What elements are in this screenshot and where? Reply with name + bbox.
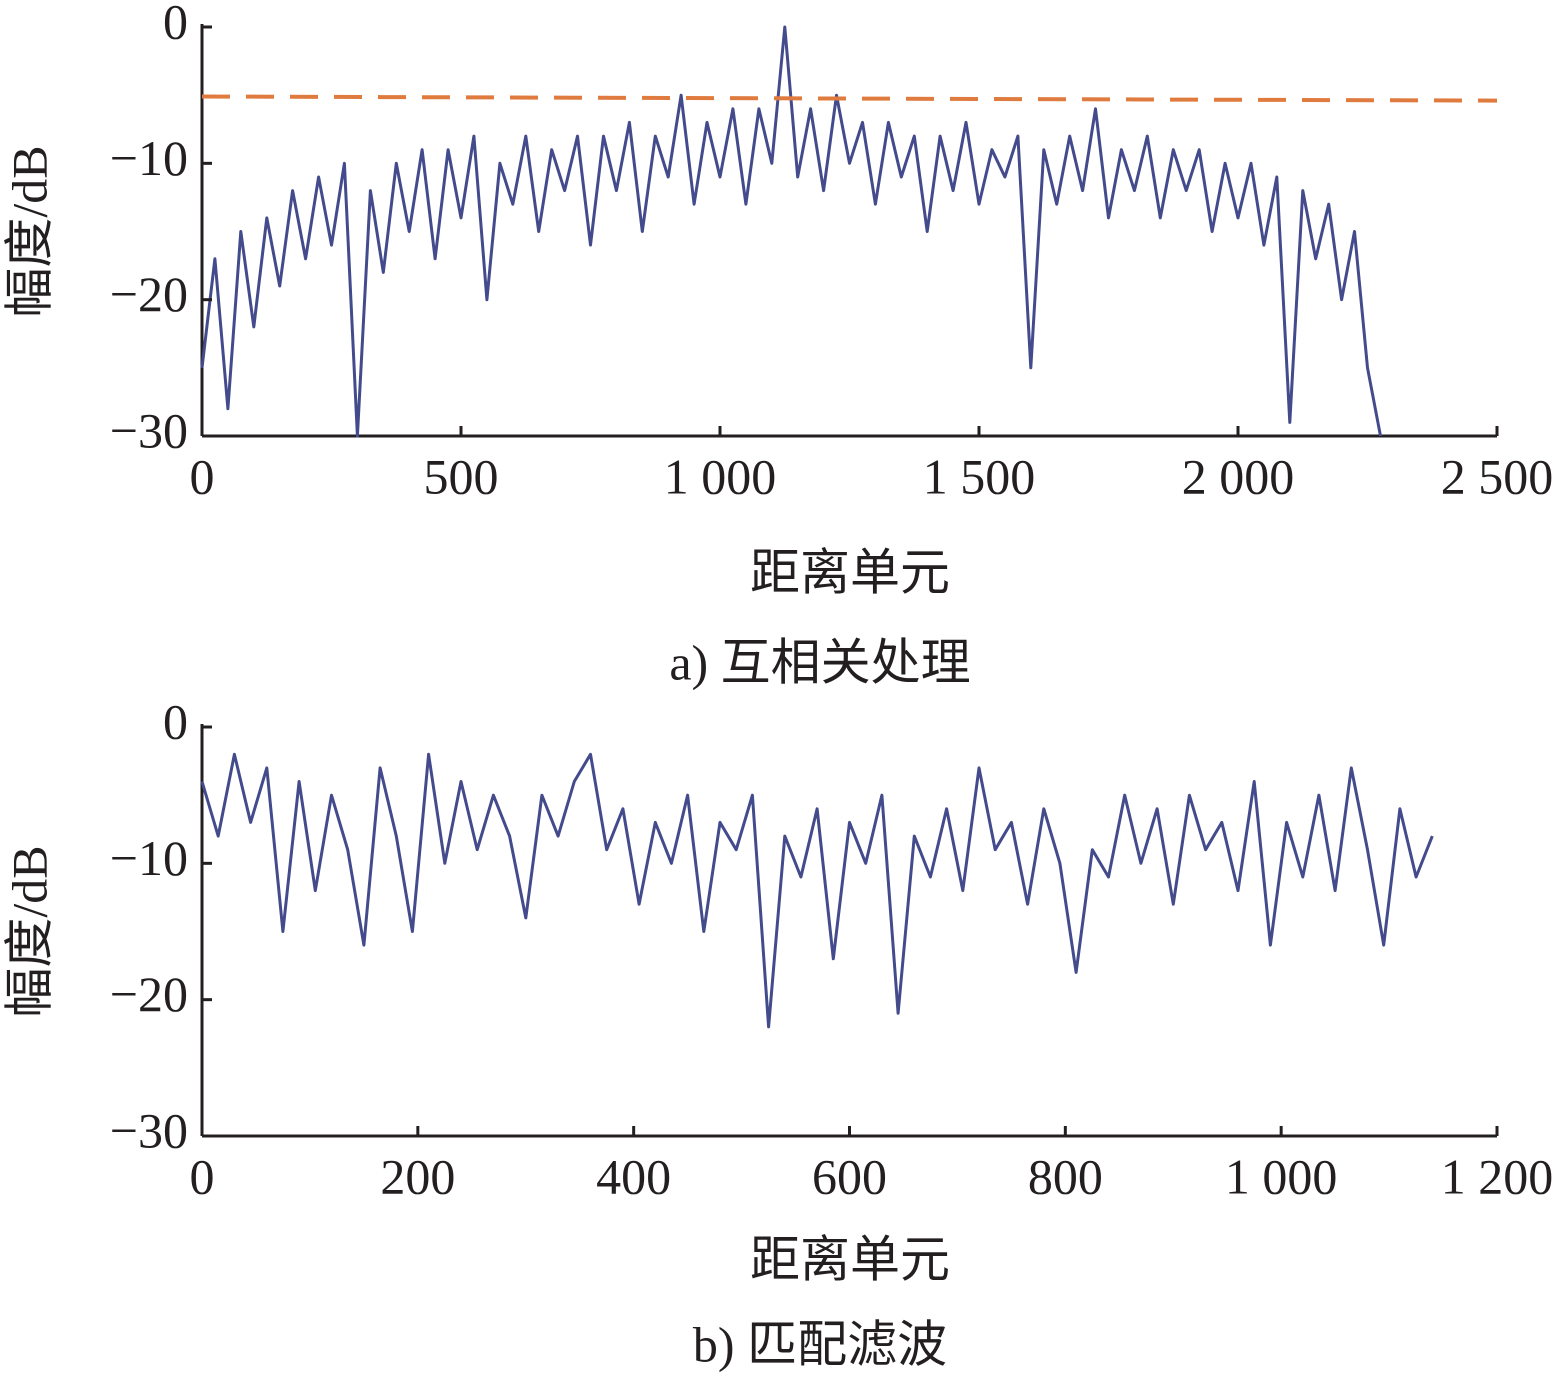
x-tick-label: 2 500 — [1441, 448, 1554, 504]
y-tick-label: −20 — [110, 966, 188, 1022]
x-tick-label: 200 — [380, 1148, 455, 1204]
y-tick-label: 0 — [163, 0, 188, 49]
x-tick-label: 2 000 — [1182, 448, 1295, 504]
y-tick-label: −20 — [110, 266, 188, 322]
caption: b) 匹配滤波 — [693, 1316, 947, 1372]
x-tick-label: 0 — [190, 448, 215, 504]
y-tick-label: −30 — [110, 1102, 188, 1158]
x-tick-label: 1 000 — [1225, 1148, 1338, 1204]
x-tick-label: 0 — [190, 1148, 215, 1204]
y-tick-label: −10 — [110, 130, 188, 186]
caption: a) 互相关处理 — [669, 634, 970, 690]
y-axis-label: 幅度/dB — [1, 845, 57, 1017]
x-axis-label: 距离单元 — [750, 544, 950, 600]
y-tick-label: −30 — [110, 402, 188, 458]
y-tick-label: 0 — [163, 693, 188, 749]
x-tick-label: 500 — [424, 448, 499, 504]
x-tick-label: 1 500 — [923, 448, 1036, 504]
data-line — [201, 94, 1498, 103]
data-line — [200, 25, 1382, 438]
x-tick-label: 600 — [812, 1148, 887, 1204]
data-line — [200, 752, 1434, 1029]
x-axis-label: 距离单元 — [750, 1231, 950, 1287]
x-tick-label: 400 — [596, 1148, 671, 1204]
x-tick-label: 1 200 — [1441, 1148, 1554, 1204]
y-tick-label: −10 — [110, 830, 188, 886]
y-axis-label: 幅度/dB — [1, 145, 57, 317]
x-tick-label: 1 000 — [664, 448, 777, 504]
x-tick-label: 800 — [1028, 1148, 1103, 1204]
